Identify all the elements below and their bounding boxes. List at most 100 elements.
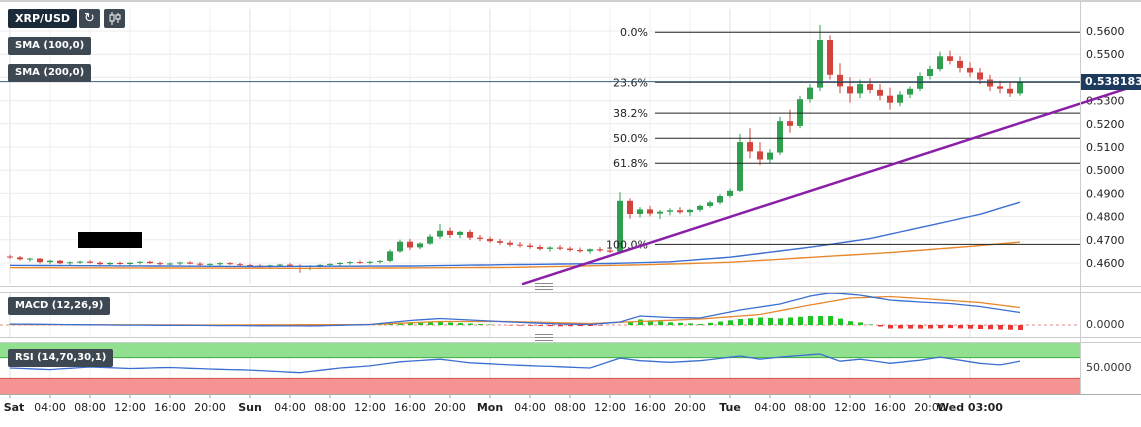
panel-resize-handle-rsi[interactable] [535,334,553,341]
macd-histogram-bar [838,319,843,325]
macd-histogram-bar [928,325,933,329]
panel-resize-handle-macd[interactable] [535,283,553,290]
price-axis-label: 0.5000 [1086,164,1125,177]
refresh-button[interactable]: ↻ [79,9,100,28]
candle-body [937,56,943,69]
candle-body [487,239,493,241]
time-axis-label: 04:00 [514,401,546,414]
candle-body [797,99,803,126]
time-axis-label: Sat [4,401,25,414]
time-axis-label: 16:00 [394,401,426,414]
macd-histogram-bar [758,318,763,326]
last-price-badge: 0.538183 [1081,74,1141,90]
candle-body [67,262,73,263]
candle-body [87,262,93,263]
candle-body [957,61,963,68]
sma100-line [10,202,1020,266]
candle-body [77,262,83,263]
macd-histogram-bar [738,319,743,325]
candle-body [887,96,893,103]
time-axis-label: 20:00 [194,401,226,414]
time-axis-label: 04:00 [274,401,306,414]
candle-body [347,262,353,263]
candle-body [97,263,103,264]
candle-body [637,209,643,214]
macd-histogram-bar [848,321,853,325]
candle-body [367,262,373,263]
candle-body [1007,89,1013,94]
chart-type-button[interactable] [104,9,125,28]
macd-histogram-bar [938,325,943,328]
macd-histogram-bar [1008,325,1013,330]
fib-level-label: 0.0% [620,26,648,39]
candle-body [557,248,563,249]
candle-body [997,86,1003,88]
candle-body [117,263,123,264]
time-axis-label: Sun [238,401,262,414]
candle-body [827,40,833,75]
candle-body [667,210,673,211]
macd-histogram-bar [788,318,793,326]
macd-histogram-bar [468,324,473,326]
candle-body [57,261,63,264]
candle-body [357,262,363,263]
candle-body [327,264,333,265]
candle-body [147,262,153,263]
candle-body [697,206,703,210]
candle-body [877,90,883,96]
macd-histogram-bar [568,325,573,326]
rsi-indicator-badge[interactable]: RSI (14,70,30,1) [8,349,113,367]
candle-body [157,263,163,264]
symbol-badge[interactable]: XRP/USD [8,9,77,28]
macd-histogram-bar [448,323,453,326]
candle-body [547,248,553,249]
macd-histogram-bar [808,316,813,325]
macd-histogram-bar [898,325,903,329]
macd-histogram-bar [828,316,833,325]
sma200-indicator-badge[interactable]: SMA (200,0) [8,64,91,82]
macd-histogram-bar [708,323,713,325]
candle-body [907,89,913,95]
candle-body [447,231,453,235]
macd-indicator-badge[interactable]: MACD (12,26,9) [8,297,110,315]
macd-histogram-bar [748,318,753,325]
candle-body [207,264,213,265]
candle-body [47,261,53,262]
candle-body [397,242,403,252]
candle-body [37,259,43,263]
sma100-indicator-badge[interactable]: SMA (100,0) [8,37,91,55]
time-axis-label: Mon [477,401,503,414]
macd-histogram-bar [668,322,673,325]
time-axis-label: 16:00 [154,401,186,414]
macd-histogram-bar [798,317,803,325]
candle-body [567,249,573,250]
candle-body [967,68,973,73]
time-axis-label: 08:00 [74,401,106,414]
candlestick-icon [109,12,121,25]
candle-body [477,238,483,239]
candle-body [437,231,443,237]
candle-body [657,212,663,214]
macd-histogram-bar [1018,325,1023,330]
candle-body [787,121,793,126]
candle-body [647,209,653,213]
macd-histogram-bar [998,325,1003,330]
price-axis-label: 0.4800 [1086,211,1125,224]
macd-histogram-bar [598,325,603,326]
candle-body [687,210,693,212]
rsi-oversold-zone [0,378,1080,394]
macd-histogram-bar [968,325,973,329]
price-axis-label: 0.4600 [1086,257,1125,270]
candle-body [757,151,763,159]
time-axis-label: 12:00 [354,401,386,414]
macd-histogram-bar [478,324,483,325]
candle-body [427,237,433,244]
blackout-rectangle [78,232,142,248]
candle-body [177,263,183,264]
candle-body [17,257,23,259]
fib-level-label: 38.2% [613,107,648,120]
macd-histogram-bar [988,325,993,329]
candle-body [237,264,243,265]
candle-body [857,84,863,93]
